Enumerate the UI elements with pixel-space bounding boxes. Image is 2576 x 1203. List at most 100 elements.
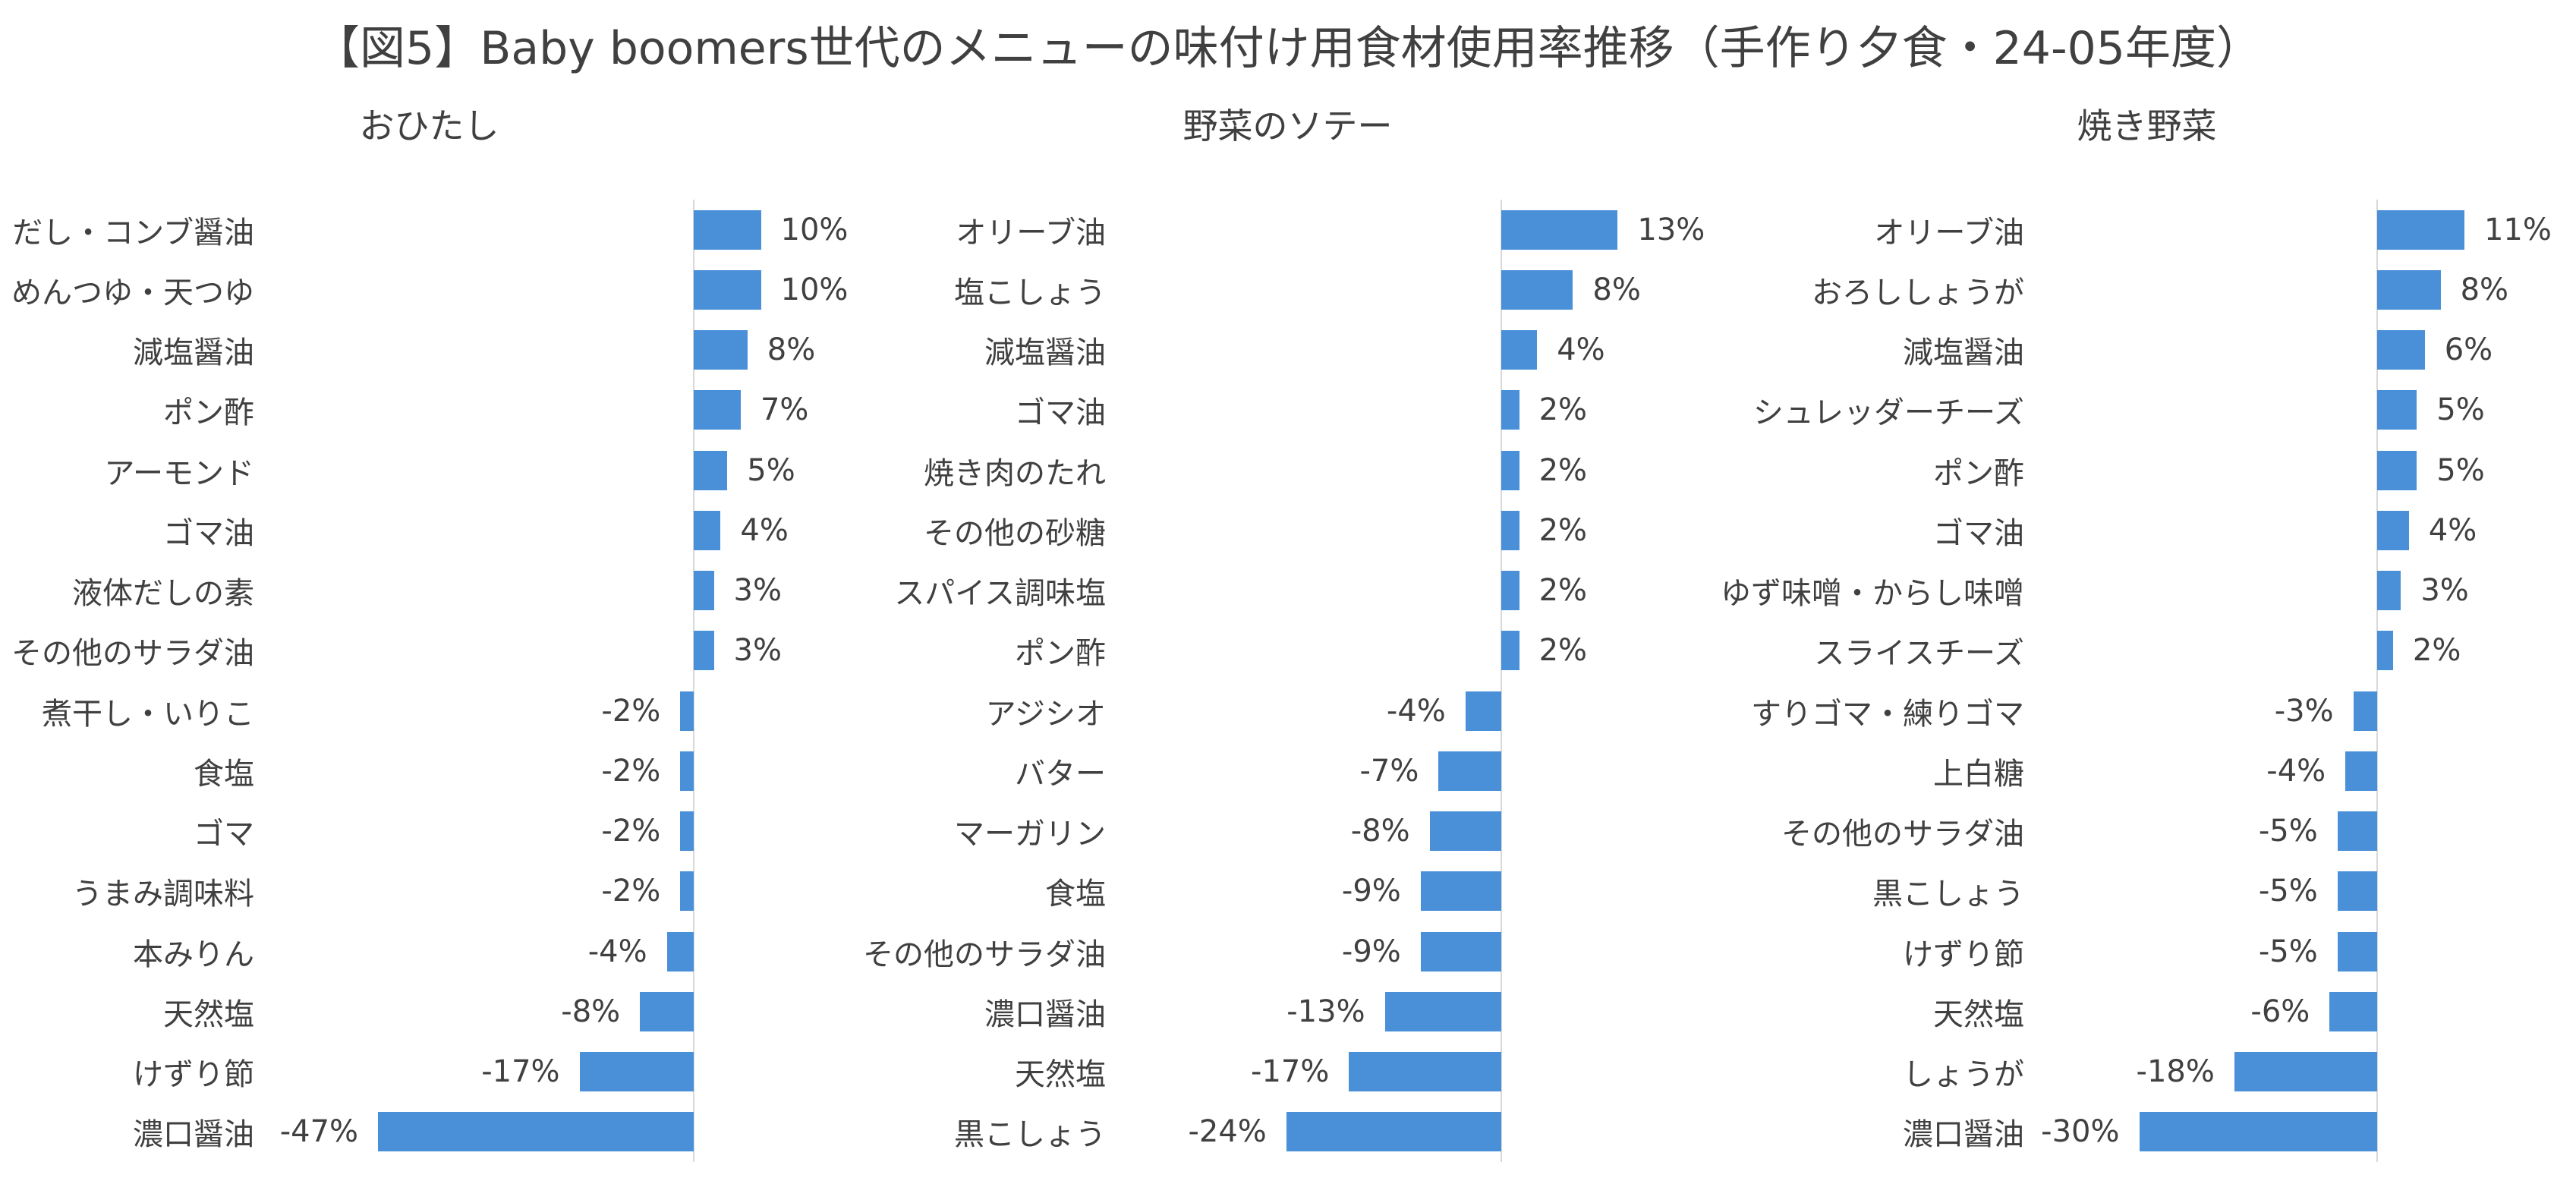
category-label: 煮干し・いりこ (42, 696, 254, 732)
category-label: けずり節 (1903, 937, 2024, 972)
data-label: -30% (2041, 1114, 2120, 1150)
zero-axis-line (2376, 200, 2378, 1162)
page-title: 【図5】Baby boomers世代のメニューの味付け用食材使用率推移（手作り夕… (314, 21, 2262, 75)
data-label: 2% (1538, 512, 1588, 548)
data-label: -8% (561, 994, 621, 1029)
bar (1501, 330, 1538, 370)
category-label: オリーブ油 (956, 215, 1106, 250)
category-label: 天然塩 (1933, 997, 2024, 1032)
bar (694, 269, 761, 310)
data-label: -9% (1341, 934, 1401, 969)
category-label: 減塩醤油 (1903, 335, 2024, 371)
category-label: オリーブ油 (1874, 215, 2024, 250)
bar (1501, 450, 1519, 490)
data-label: 2% (1538, 452, 1588, 488)
data-label: 3% (2420, 573, 2469, 609)
category-label: アジシオ (985, 696, 1106, 732)
bar (680, 871, 694, 912)
bar (1438, 751, 1501, 791)
category-label: ポン酢 (163, 395, 254, 431)
bar (694, 209, 761, 250)
category-label: だし・コンブ醤油 (12, 215, 254, 250)
bar (2345, 751, 2377, 791)
bar (680, 691, 694, 731)
chart-panel-ohitashi: おひたし だし・コンブ醤油 10% めんつゆ・天つゆ 10% 減塩醤油 8% ポン酢 7% アー… (0, 0, 858, 1203)
data-label: -3% (2274, 693, 2334, 729)
chart-title: おひたし (359, 105, 499, 146)
category-label: ゆず味噌・からし味噌 (1721, 576, 2024, 612)
category-label: 黒こしょう (954, 1117, 1106, 1153)
bar (1384, 991, 1501, 1031)
data-label: -4% (1386, 693, 1446, 729)
data-label: -5% (2258, 814, 2318, 849)
category-label: ゴマ油 (1933, 515, 2024, 551)
category-label: 天然塩 (1015, 1057, 1106, 1093)
category-label: ゴマ油 (1015, 395, 1106, 431)
data-label: 8% (1592, 272, 1641, 307)
bar (1429, 811, 1501, 852)
category-label: バター (1015, 756, 1106, 792)
data-label: -13% (1286, 994, 1365, 1029)
category-label: 液体だしの素 (72, 576, 254, 612)
data-label: -17% (1251, 1054, 1330, 1090)
category-label: しょうが (1903, 1057, 2024, 1093)
category-label: アーモンド (104, 455, 254, 491)
data-label: -5% (2258, 934, 2318, 969)
data-label: 2% (1538, 573, 1588, 609)
category-label: おろししょうが (1812, 275, 2024, 310)
data-label: 2% (2412, 633, 2461, 669)
data-label: -24% (1188, 1114, 1267, 1150)
data-label: -2% (601, 693, 661, 729)
data-label: 3% (733, 573, 783, 609)
data-label: 13% (1637, 212, 1705, 247)
data-label: -18% (2136, 1054, 2215, 1090)
data-label: -7% (1359, 753, 1419, 789)
bar (2377, 450, 2417, 490)
data-label: 5% (747, 452, 795, 488)
data-label: 10% (780, 212, 849, 247)
category-label: ゴマ (194, 817, 254, 852)
data-label: 4% (1557, 332, 1605, 368)
data-label: 7% (760, 392, 809, 428)
bar (2377, 571, 2401, 611)
bar (694, 571, 714, 611)
bar (694, 510, 721, 550)
category-label: 黒こしょう (1872, 877, 2024, 912)
chart-title: 焼き野菜 (2077, 105, 2217, 146)
bar (2139, 1112, 2377, 1152)
bar (694, 390, 741, 430)
data-label: -2% (601, 814, 661, 849)
category-label: 減塩醤油 (984, 335, 1106, 371)
category-label: 食塩 (1045, 877, 1106, 912)
data-label: 3% (733, 633, 783, 669)
bar (666, 931, 694, 972)
category-label: シュレッダーチーズ (1752, 395, 2024, 431)
category-label: 本みりん (133, 937, 254, 972)
data-label: -2% (601, 874, 661, 909)
category-label: マーガリン (954, 817, 1106, 852)
bar (2337, 871, 2377, 912)
category-label: 濃口醤油 (133, 1117, 254, 1153)
category-label: 上白糖 (1933, 756, 2024, 792)
bar (2337, 811, 2377, 852)
category-label: 天然塩 (163, 997, 254, 1032)
data-label: 8% (2460, 272, 2509, 307)
category-label: 食塩 (194, 756, 254, 792)
bar (1420, 931, 1501, 972)
data-label: 2% (1538, 633, 1588, 669)
data-label: 11% (2483, 212, 2552, 247)
category-label: その他のサラダ油 (1781, 817, 2024, 852)
bar (2377, 269, 2441, 310)
data-label: -8% (1350, 814, 1410, 849)
bar (694, 631, 714, 671)
category-label: 濃口醤油 (1903, 1117, 2024, 1153)
zero-axis-line (693, 200, 694, 1162)
bar (2337, 931, 2377, 972)
category-label: 塩こしょう (954, 275, 1106, 310)
data-label: -9% (1341, 874, 1401, 909)
data-label: 5% (2436, 392, 2485, 428)
bar (1501, 209, 1618, 250)
bar (2377, 510, 2409, 550)
data-label: 5% (2436, 452, 2485, 488)
